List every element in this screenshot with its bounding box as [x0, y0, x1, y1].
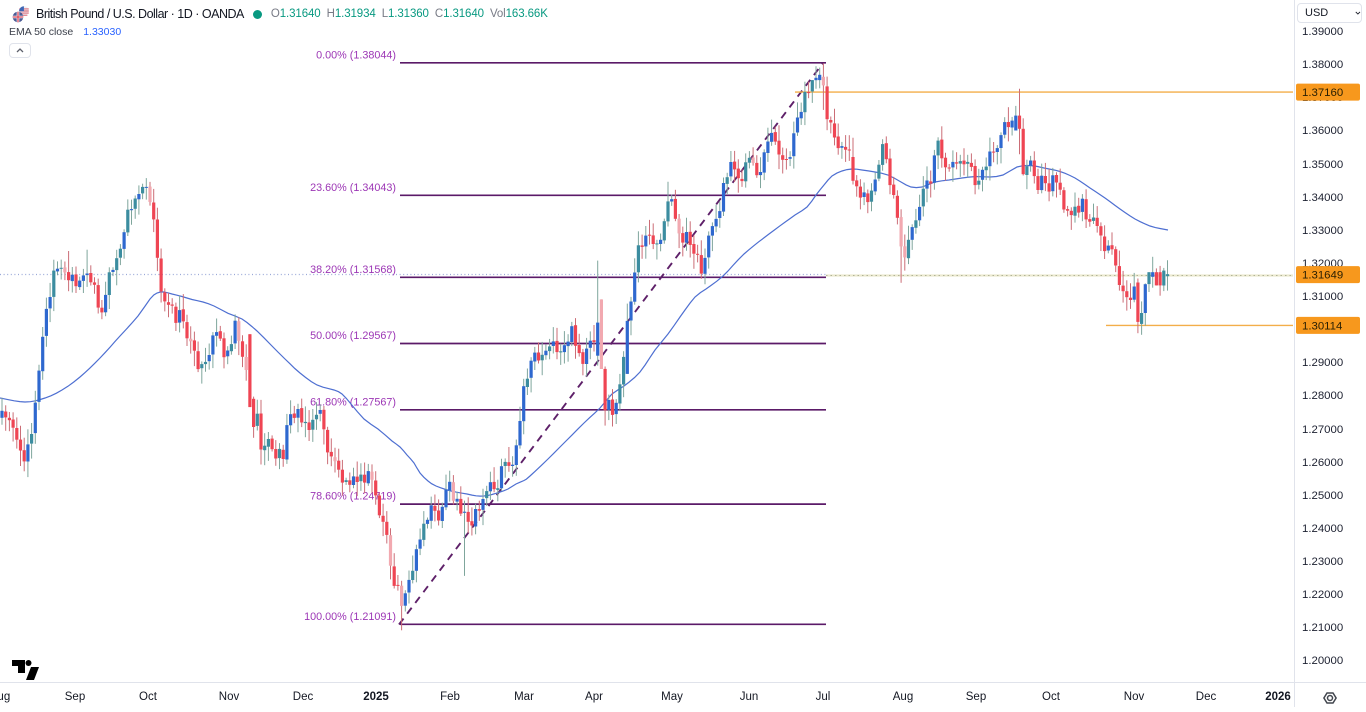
svg-text:1.25000: 1.25000	[1302, 490, 1343, 502]
svg-text:1.23000: 1.23000	[1302, 556, 1343, 568]
svg-text:1.21000: 1.21000	[1302, 622, 1343, 634]
svg-text:Sep: Sep	[966, 691, 986, 703]
svg-text:1.33000: 1.33000	[1302, 225, 1343, 237]
svg-text:2026: 2026	[1265, 691, 1291, 703]
svg-text:1.26000: 1.26000	[1302, 457, 1343, 469]
svg-text:May: May	[661, 691, 683, 703]
svg-text:1.22000: 1.22000	[1302, 589, 1343, 601]
svg-text:1.27000: 1.27000	[1302, 424, 1343, 436]
svg-text:Apr: Apr	[585, 691, 603, 703]
svg-text:Jun: Jun	[740, 691, 759, 703]
svg-text:Mar: Mar	[514, 691, 534, 703]
svg-text:100.00% (1.21091): 100.00% (1.21091)	[304, 611, 396, 623]
svg-text:1.35000: 1.35000	[1302, 159, 1343, 171]
svg-text:2025: 2025	[363, 691, 389, 703]
svg-text:1.34000: 1.34000	[1302, 192, 1343, 204]
svg-text:1.30114: 1.30114	[1302, 320, 1342, 332]
svg-text:Feb: Feb	[440, 691, 460, 703]
svg-text:Nov: Nov	[219, 691, 240, 703]
svg-text:38.20% (1.31568): 38.20% (1.31568)	[310, 264, 396, 276]
svg-text:1.31649: 1.31649	[1302, 270, 1343, 282]
svg-text:Jul: Jul	[816, 691, 831, 703]
svg-text:Dec: Dec	[1196, 691, 1217, 703]
svg-text:1.38000: 1.38000	[1302, 59, 1343, 71]
svg-text:1.37160: 1.37160	[1302, 87, 1343, 99]
svg-text:50.00% (1.29567): 50.00% (1.29567)	[310, 330, 396, 342]
svg-text:0.00% (1.38044): 0.00% (1.38044)	[316, 49, 396, 61]
svg-text:Nov: Nov	[1124, 691, 1145, 703]
svg-text:Dec: Dec	[293, 691, 314, 703]
svg-text:1.31000: 1.31000	[1302, 291, 1343, 303]
svg-text:Sep: Sep	[65, 691, 85, 703]
svg-text:1.20000: 1.20000	[1302, 655, 1343, 667]
svg-text:Oct: Oct	[1042, 691, 1061, 703]
svg-text:Oct: Oct	[139, 691, 158, 703]
svg-text:1.28000: 1.28000	[1302, 390, 1343, 402]
svg-text:1.36000: 1.36000	[1302, 125, 1343, 137]
svg-text:1.24000: 1.24000	[1302, 523, 1343, 535]
svg-text:78.60% (1.24719): 78.60% (1.24719)	[310, 491, 396, 503]
svg-text:Aug: Aug	[0, 691, 10, 703]
svg-text:61.80% (1.27567): 61.80% (1.27567)	[310, 396, 396, 408]
svg-text:1.39000: 1.39000	[1302, 26, 1343, 38]
svg-text:Aug: Aug	[893, 691, 913, 703]
svg-text:1.29000: 1.29000	[1302, 357, 1343, 369]
svg-text:23.60% (1.34043): 23.60% (1.34043)	[310, 182, 396, 194]
